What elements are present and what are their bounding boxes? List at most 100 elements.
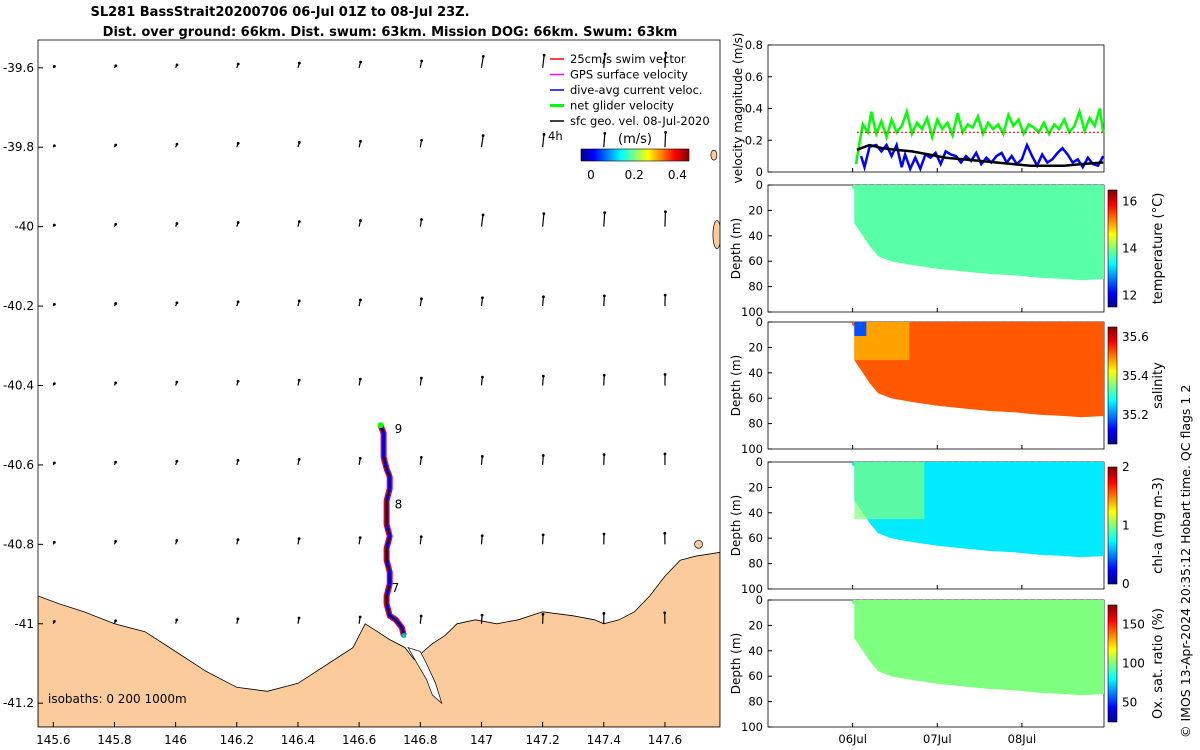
map-ytick-label: -41 [14, 617, 34, 631]
surface-sample [1076, 321, 1081, 327]
surface-sample [936, 184, 941, 190]
oxygen-ytick-label: 80 [748, 695, 763, 709]
surface-sample [1097, 461, 1102, 467]
surface-sample [985, 461, 990, 467]
map-xtick-label: 147.2 [525, 733, 559, 747]
sfc-vector-head [481, 134, 485, 138]
temperature-surface-edge [852, 184, 1102, 190]
sfc-vector [542, 55, 545, 68]
sfc-vector-head [114, 302, 118, 305]
salinity-colorbar [1107, 326, 1118, 445]
sfc-vector-head [52, 302, 56, 306]
surface-sample [971, 599, 976, 605]
surface-sample [922, 321, 927, 327]
sfc-vector-head [52, 223, 56, 227]
sfc-vector-head [175, 459, 179, 463]
salinity-ytick-label: 80 [748, 417, 763, 431]
surface-sample [957, 321, 962, 327]
velocity-ytick-label: 0.2 [745, 133, 763, 147]
sfc-vector-head [542, 53, 546, 57]
surface-sample [999, 599, 1004, 605]
map-colorbar-tick: 0 [587, 168, 595, 182]
surface-sample [1041, 321, 1046, 327]
oxygen-ytick-label: 20 [748, 618, 763, 632]
time-xtick-label: 07Jul [923, 732, 952, 746]
sfc-vector-head [175, 63, 179, 67]
surface-sample [1041, 599, 1046, 605]
map-ytick-label: -40.2 [3, 299, 34, 313]
map-xtick-label: 146.8 [403, 733, 437, 747]
sfc-vector-head [236, 62, 240, 66]
surface-sample [1034, 321, 1039, 327]
surface-sample [1048, 184, 1053, 190]
sfc-vector-head [420, 297, 423, 301]
oxygen-colorbar-tick: 100 [1122, 657, 1145, 671]
temperature-colorbar-tick: 14 [1122, 242, 1137, 256]
sfc-vector-head [480, 375, 484, 379]
sfc-vector-head [236, 141, 240, 145]
chl-a-colorbar-tick: 2 [1122, 460, 1130, 474]
island-1 [710, 149, 718, 161]
oxygen-colorbar-label: Ox. sat. ratio (%) [1151, 608, 1166, 719]
sfc-vector-head [114, 619, 117, 623]
sfc-vector-head [541, 612, 545, 616]
salinity-colorbar-label: salinity [1151, 362, 1166, 409]
surface-sample [1034, 184, 1039, 190]
sfc-vector-head [236, 617, 240, 621]
oxygen-ytick-label: 60 [748, 669, 763, 683]
sfc-vector [542, 213, 545, 227]
sfc-vector-head [602, 612, 606, 615]
salinity-ytick-label: 0 [756, 315, 763, 329]
surface-sample [999, 461, 1004, 467]
sfc-vector-head [52, 461, 56, 465]
surface-sample [936, 461, 941, 467]
sfc-vector-head [602, 532, 606, 536]
temperature-ylabel: Depth (m) [729, 218, 743, 279]
temperature-ytick-label: 20 [748, 203, 763, 217]
sfc-vector-head [359, 60, 362, 64]
surface-sample [1027, 599, 1032, 605]
surface-sample [971, 321, 976, 327]
surface-sample [1097, 321, 1102, 327]
surface-sample [1090, 184, 1095, 190]
surface-sample [1083, 321, 1088, 327]
sfc-vector [542, 296, 545, 307]
velocity-ytick-label: 0.6 [745, 70, 763, 84]
surface-sample [894, 599, 899, 605]
surface-sample [1013, 461, 1018, 467]
surface-sample [1006, 321, 1011, 327]
sfc-vector [480, 135, 484, 148]
surface-sample [1041, 461, 1046, 467]
temperature-ytick-label: 40 [748, 229, 763, 243]
surface-sample [1055, 599, 1060, 605]
surface-sample [957, 599, 962, 605]
sfc-vector [480, 56, 484, 68]
surface-sample [1013, 599, 1018, 605]
surface-sample [1013, 184, 1018, 190]
sfc-vector [603, 133, 606, 148]
sfc-vector [664, 52, 667, 68]
day-marker-label: 7 [392, 581, 400, 595]
velocity-series-line [859, 141, 1105, 173]
salinity-ytick-label: 100 [741, 442, 763, 456]
surface-sample [873, 599, 878, 605]
legend-entry: net glider velocity [570, 99, 674, 113]
sfc-vector-head [481, 296, 484, 300]
chl-a-colorbar [1107, 466, 1118, 585]
sfc-vector-head [663, 452, 667, 456]
surface-sample [1062, 184, 1067, 190]
sfc-vector-head [602, 294, 606, 298]
surface-sample [1048, 599, 1053, 605]
surface-sample [852, 599, 857, 605]
surface-sample [1083, 599, 1088, 605]
sfc-vector-head [480, 613, 484, 617]
surface-sample [950, 321, 955, 327]
surface-sample [971, 461, 976, 467]
map-ytick-label: -40.8 [3, 537, 34, 551]
temperature-colorbar-tick: 16 [1122, 195, 1137, 209]
sfc-vector-head [663, 373, 667, 376]
velocity-ytick-label: 0.4 [745, 102, 763, 116]
surface-sample [859, 599, 864, 605]
surface-sample [908, 184, 913, 190]
legend-entry: dive-avg current veloc. [570, 83, 703, 97]
